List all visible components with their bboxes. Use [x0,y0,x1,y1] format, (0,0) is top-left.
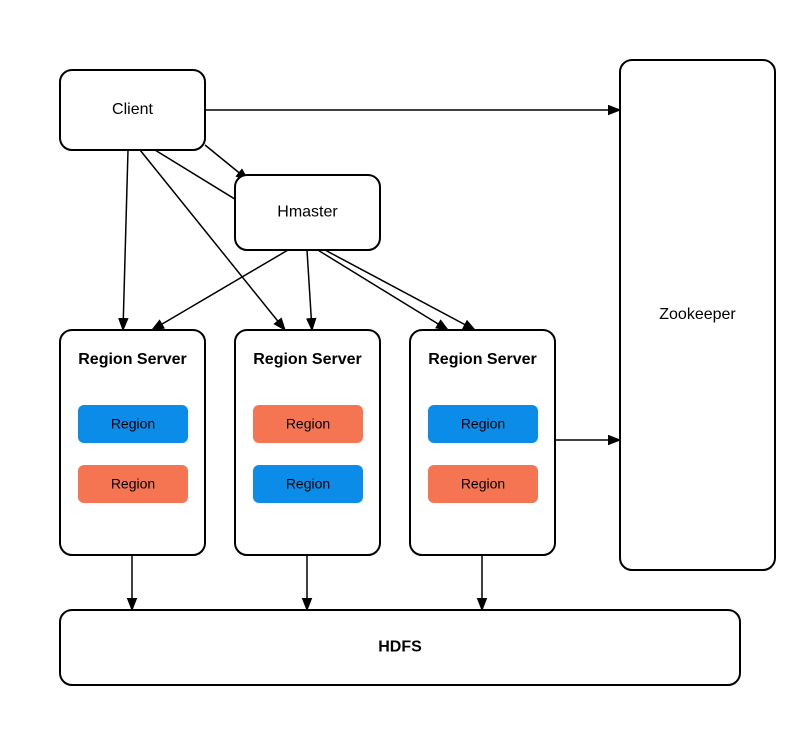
node-label-zookeeper: Zookeeper [659,306,736,323]
edge-hmaster-rs3 [325,250,475,330]
node-label-hdfs: HDFS [378,639,422,656]
edge-hmaster-rs1 [152,250,288,330]
edge-hmaster-rs2 [307,250,312,330]
region-label: Region [461,416,505,432]
region-label: Region [286,416,330,432]
node-hdfs: HDFS [60,610,740,685]
region-label: Region [286,476,330,492]
region-label: Region [111,416,155,432]
region-box: Region [428,465,538,503]
node-label-rs3: Region Server [428,351,536,368]
node-label-client: Client [112,101,153,118]
region-box: Region [428,405,538,443]
node-client: Client [60,70,205,150]
region-box: Region [78,405,188,443]
nodes: Client Hmaster Zookeeper Region Server Regio… [60,60,775,685]
region-label: Region [461,476,505,492]
architecture-diagram: Client Hmaster Zookeeper Region Server Regio… [0,0,800,742]
node-label-rs2: Region Server [253,351,361,368]
region-box: Region [253,405,363,443]
node-label-rs1: Region Server [78,351,186,368]
node-zookeeper: Zookeeper [620,60,775,570]
node-hmaster: Hmaster [235,175,380,250]
region-box: Region [253,465,363,503]
edge-client-hmaster [205,145,248,180]
region-box: Region [78,465,188,503]
edge-client-rs1 [123,150,128,330]
node-label-hmaster: Hmaster [277,204,338,221]
region-label: Region [111,476,155,492]
